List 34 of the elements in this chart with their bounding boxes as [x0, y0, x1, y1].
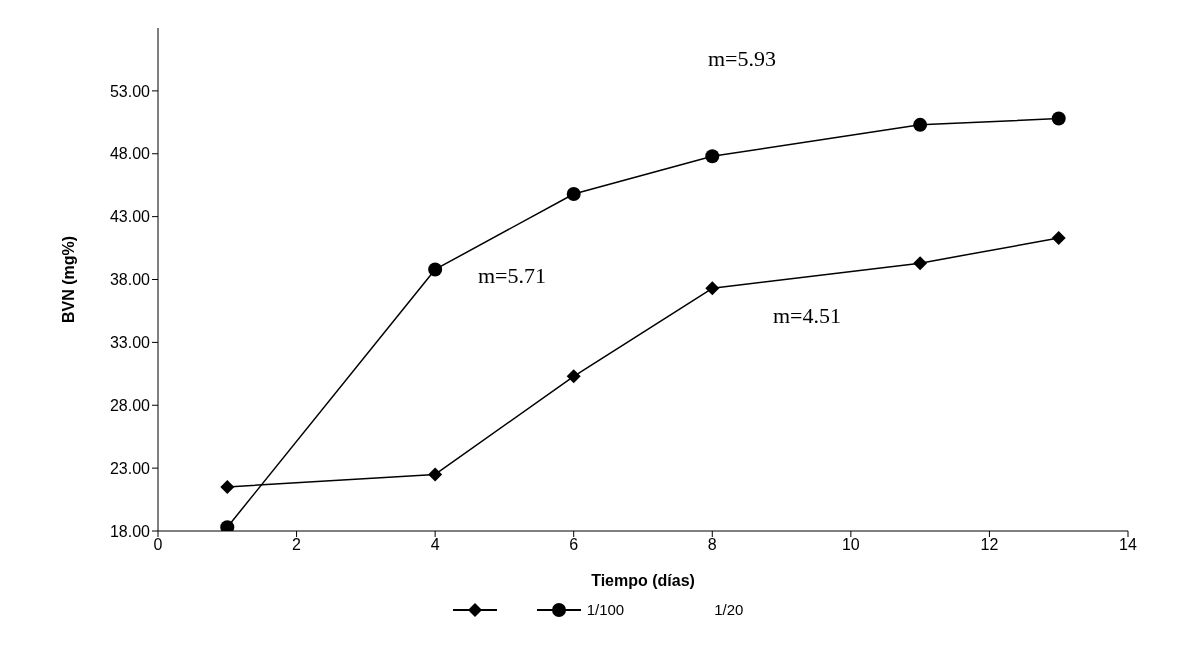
legend-label: 1/100 [586, 601, 625, 618]
y-tick-label: 28.00 [109, 396, 151, 414]
point [705, 149, 720, 164]
x-tick-label: 2 [292, 536, 302, 554]
y-tick-label: 23.00 [109, 459, 151, 477]
annotation: m=4.51 [773, 303, 842, 329]
point [913, 256, 928, 271]
y-tick-label: 43.00 [109, 208, 151, 226]
point [913, 117, 928, 132]
point [566, 186, 581, 201]
x-tick-label: 6 [569, 536, 579, 554]
point [1051, 111, 1066, 126]
x-tick-label: 10 [841, 536, 860, 554]
point [705, 281, 720, 296]
point [220, 479, 235, 494]
y-tick-label: 18.00 [109, 522, 151, 540]
x-tick-label: 8 [707, 536, 717, 554]
point [1051, 231, 1066, 245]
y-tick-label: 53.00 [109, 82, 151, 100]
x-tick-label: 4 [430, 536, 440, 554]
x-tick-label: 14 [1119, 536, 1137, 554]
point [428, 262, 443, 277]
y-tick-label: 38.00 [109, 271, 151, 289]
annotation: m=5.93 [708, 46, 777, 72]
y-tick-label: 33.00 [109, 334, 151, 352]
x-axis-title: Tiempo (días) [591, 572, 695, 589]
y-axis-title: BVN (mg%) [59, 235, 77, 324]
annotation: m=5.71 [478, 263, 547, 289]
point [566, 369, 581, 384]
point [428, 467, 443, 482]
x-tick-label: 0 [153, 536, 163, 554]
x-tick-label: 12 [980, 536, 999, 554]
text: 1/20 [714, 601, 744, 618]
y-tick-label: 48.00 [109, 145, 151, 163]
